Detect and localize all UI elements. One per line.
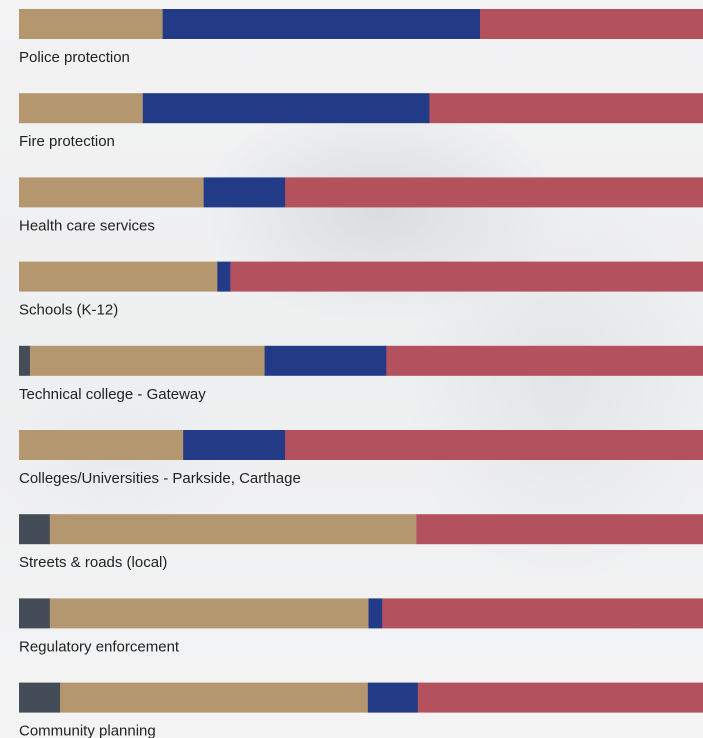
category-label: Police protection: [19, 49, 130, 66]
bar-segment: [19, 598, 51, 629]
bar-segment: [368, 598, 383, 629]
bar-row: Health care services: [19, 177, 703, 234]
bar-segment: [285, 430, 703, 460]
bar-segment: [19, 430, 184, 460]
bar-segment: [19, 345, 31, 376]
category-label: Regulatory enforcement: [19, 638, 180, 655]
bar-segment: [264, 345, 387, 376]
bar-row: Community planning: [19, 682, 703, 738]
category-label: Schools (K-12): [19, 302, 118, 319]
bar-segment: [49, 598, 369, 629]
bar-segment: [217, 261, 231, 292]
bar-segment: [183, 430, 286, 460]
bar-segment: [49, 514, 417, 545]
bar-row: Police protection: [19, 9, 703, 66]
category-label: Streets & roads (local): [19, 554, 167, 571]
bar-segment: [386, 345, 703, 376]
category-label: Colleges/Universities - Parkside, Cartha…: [19, 470, 301, 487]
bar-segment: [19, 9, 164, 39]
bar-segment: [19, 93, 144, 124]
bar-row: Technical college - Gateway: [19, 345, 703, 403]
bar-row: Schools (K-12): [19, 261, 703, 319]
category-label: Technical college - Gateway: [19, 386, 206, 403]
category-label: Health care services: [19, 217, 155, 234]
bar-row: Streets & roads (local): [19, 514, 703, 571]
bar-row: Fire protection: [19, 93, 703, 150]
bar-segment: [417, 682, 703, 713]
bar-row: Colleges/Universities - Parkside, Cartha…: [19, 430, 703, 487]
bar-segment: [367, 682, 419, 713]
bar-segment: [29, 345, 265, 376]
bar-segment: [19, 514, 51, 545]
bar-segment: [19, 682, 61, 713]
bar-row: Regulatory enforcement: [19, 598, 703, 655]
bar-segment: [230, 261, 703, 292]
category-label: Fire protection: [19, 133, 115, 150]
bar-segment: [480, 9, 703, 39]
bar-segment: [162, 9, 481, 39]
bar-segment: [382, 598, 703, 629]
bar-segment: [429, 93, 703, 124]
bar-segment: [19, 261, 218, 292]
bar-segment: [60, 682, 369, 713]
bar-segment: [19, 177, 205, 208]
bar-segment: [203, 177, 286, 208]
bar-segment: [285, 177, 703, 208]
bar-segment: [142, 93, 430, 124]
bar-segment: [416, 514, 703, 545]
category-label: Community planning: [19, 723, 156, 738]
